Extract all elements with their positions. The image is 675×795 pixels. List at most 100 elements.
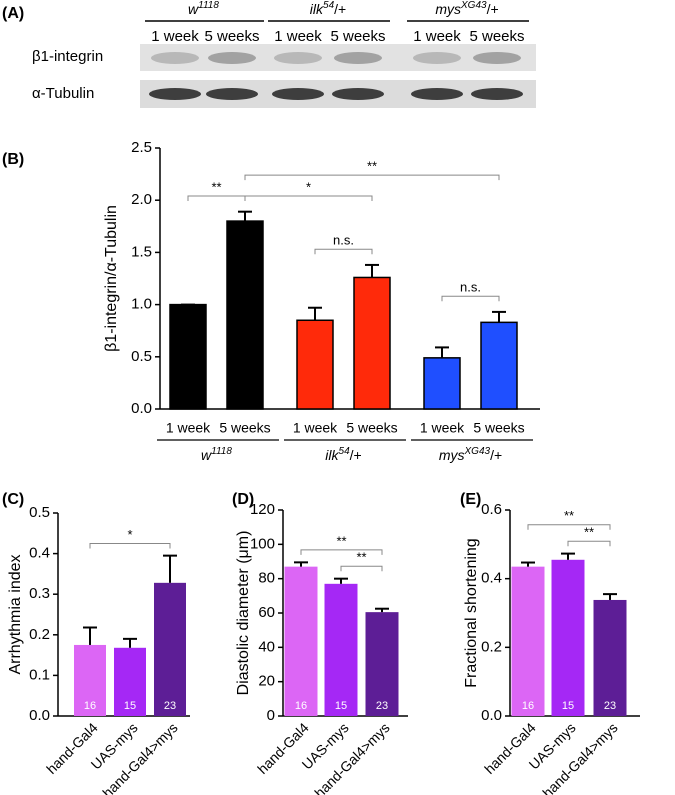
sample-size: 15: [124, 700, 136, 712]
bar: [353, 276, 391, 410]
sample-size: 15: [335, 700, 347, 712]
bar: [324, 583, 358, 716]
y-tick-label: 0.2: [29, 626, 50, 643]
y-tick-label: 0.5: [29, 504, 50, 521]
significance-label: **: [211, 179, 221, 194]
significance-label: **: [356, 550, 366, 565]
sample-size: 15: [562, 700, 574, 712]
panel-label: (D): [232, 491, 254, 508]
panel-label: (E): [460, 491, 481, 508]
bar: [226, 220, 264, 410]
genotype-superscript: 54: [339, 446, 351, 457]
lane-label: 1 week: [413, 28, 461, 45]
panel-label: (C): [2, 491, 24, 508]
genotype-label: ilk54/+: [310, 0, 346, 17]
genotype-superscript: 1118: [211, 446, 232, 457]
blot-band: [334, 52, 382, 64]
bar: [511, 566, 545, 716]
x-tick-label: 5 weeks: [473, 420, 524, 436]
bar: [480, 321, 518, 410]
bar: [114, 647, 146, 716]
y-axis-label: Fractional shortening: [463, 538, 480, 687]
y-tick-label: 60: [258, 604, 275, 621]
genotype-superscript: XG43: [464, 446, 491, 457]
panel-label: (A): [2, 5, 24, 22]
y-tick-label: 0.1: [29, 666, 50, 683]
y-tick-label: 0.5: [131, 348, 152, 365]
y-tick-label: 0.2: [481, 638, 502, 655]
sample-size: 23: [604, 700, 616, 712]
bar: [74, 644, 106, 716]
significance-label: **: [564, 508, 574, 523]
significance-bracket: [187, 195, 246, 202]
y-axis-label: β1-integrin/α-Tubulin: [103, 205, 120, 352]
y-tick-label: 0.6: [481, 501, 502, 518]
y-tick-label: 80: [258, 570, 275, 587]
genotype-suffix: /+: [490, 447, 502, 463]
blot-strip: [140, 44, 536, 71]
genotype-name: mys: [439, 447, 465, 463]
y-tick-label: 1.0: [131, 296, 152, 313]
significance-label: n.s.: [460, 280, 481, 295]
blot-band: [206, 88, 258, 100]
significance-label: **: [336, 533, 346, 548]
significance-label: *: [306, 179, 311, 194]
y-axis-label: Arrhythmia index: [7, 554, 24, 674]
blot-band: [274, 52, 322, 64]
y-tick-label: 2.0: [131, 191, 152, 208]
significance-bracket: [300, 549, 383, 555]
y-tick-label: 0.4: [29, 545, 50, 562]
x-tick-label: hand-Gal4: [43, 719, 101, 777]
sample-size: 23: [164, 700, 176, 712]
bar: [169, 303, 207, 410]
blot-band: [413, 52, 461, 64]
sample-size: 16: [295, 700, 307, 712]
lane-label: 5 weeks: [204, 28, 259, 45]
y-tick-label: 0.4: [481, 570, 502, 587]
significance-label: **: [367, 159, 377, 174]
significance-bracket: [340, 565, 383, 572]
y-tick-label: 0.0: [29, 707, 50, 724]
significance-bracket: [244, 195, 373, 202]
blot-band: [151, 52, 199, 64]
y-axis-label: Diastolic diameter (μm): [235, 531, 252, 696]
significance-bracket: [89, 542, 171, 549]
genotype-label: mysXG43/+: [439, 446, 502, 463]
significance-bracket: [314, 248, 373, 255]
lane-label: 5 weeks: [330, 28, 385, 45]
genotype-superscript: 54: [323, 0, 335, 11]
y-tick-label: 40: [258, 638, 275, 655]
genotype-superscript: XG43: [460, 0, 487, 11]
significance-label: **: [584, 525, 594, 540]
y-tick-label: 2.5: [131, 139, 152, 156]
genotype-suffix: /+: [334, 1, 346, 17]
x-tick-label: 1 week: [420, 420, 465, 436]
blot-band: [411, 88, 463, 100]
genotype-superscript: 1118: [198, 0, 219, 11]
y-tick-label: 100: [250, 535, 275, 552]
blot-band: [332, 88, 384, 100]
sample-size: 23: [376, 700, 388, 712]
genotype-label: ilk54/+: [325, 446, 361, 463]
blot-row-label: β1-integrin: [32, 48, 103, 65]
bar: [284, 566, 318, 716]
x-tick-label: 5 weeks: [346, 420, 397, 436]
x-tick-label: 1 week: [166, 420, 211, 436]
x-tick-label: hand-Gal4: [481, 719, 539, 777]
genotype-label: w1118: [201, 446, 232, 463]
genotype-name: ilk: [325, 447, 339, 463]
y-tick-label: 0.0: [131, 400, 152, 417]
y-tick-label: 0: [267, 707, 275, 724]
lane-label: 5 weeks: [469, 28, 524, 45]
blot-band: [149, 88, 201, 100]
y-tick-label: 1.5: [131, 243, 152, 260]
y-tick-label: 0.0: [481, 707, 502, 724]
y-tick-label: 120: [250, 501, 275, 518]
x-tick-label: hand-Gal4: [254, 719, 312, 777]
genotype-name: ilk: [310, 1, 324, 17]
bar: [551, 559, 585, 716]
genotype-name: w: [188, 1, 199, 17]
sample-size: 16: [84, 700, 96, 712]
genotype-suffix: /+: [350, 447, 362, 463]
